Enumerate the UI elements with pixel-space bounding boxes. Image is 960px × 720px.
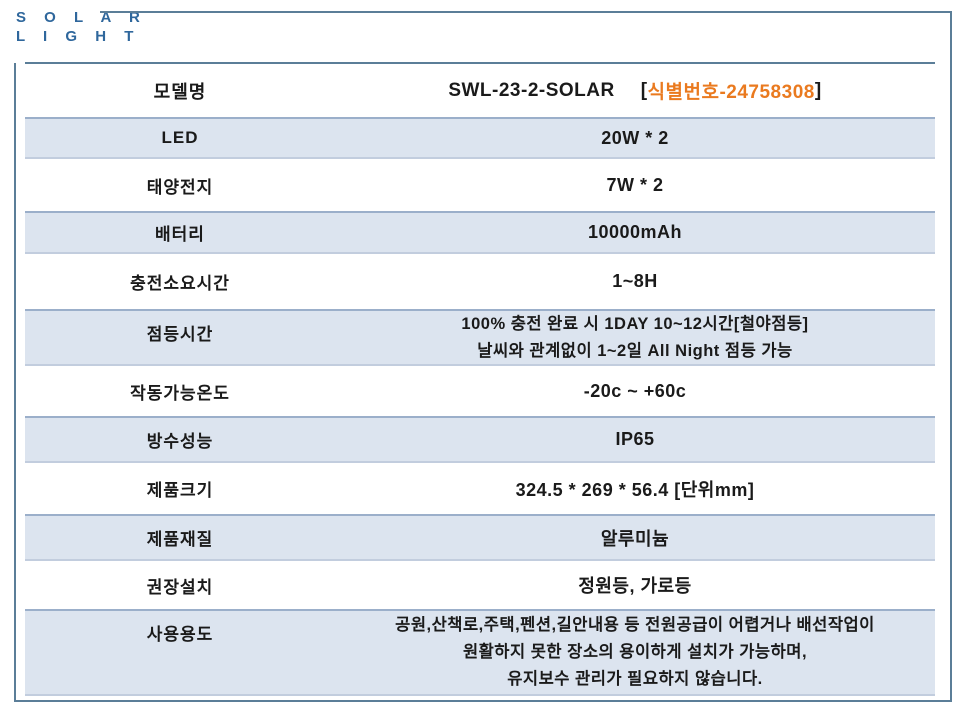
spec-label: 사용용도 — [146, 625, 214, 644]
frame-left-line — [14, 63, 16, 702]
logo-line-1: S O L A R — [16, 9, 147, 26]
spec-row-charge-time: 충전소요시간 1~8H — [25, 254, 935, 309]
logo-line-2: L I G H T — [16, 28, 141, 45]
spec-label-model: 모델명 — [153, 81, 207, 102]
spec-label: 제품크기 — [146, 481, 214, 500]
spec-row-operating-temp: 작동가능온도 -20c ~ +60c — [25, 366, 935, 416]
spec-value: 100% 충전 완료 시 1DAY 10~12시간[철야점등] 날씨와 관계없이… — [461, 314, 809, 360]
spec-value-model: SWL-23-2-SOLAR [식별번호-24758308] — [335, 64, 935, 117]
spec-label: 작동가능온도 — [130, 383, 230, 403]
id-number: 식별번호-24758308 — [647, 82, 815, 103]
spec-value: 324.5 * 269 * 56.4 [단위mm] — [515, 479, 755, 500]
spec-row-lighting-time: 점등시간 100% 충전 완료 시 1DAY 10~12시간[철야점등] 날씨와… — [25, 309, 935, 366]
solar-light-logo: S O L A R L I G H T — [16, 8, 147, 46]
spec-label: 태양전지 — [146, 177, 214, 197]
spec-row-battery: 배터리 10000mAh — [25, 211, 935, 254]
model-code: SWL-23-2-SOLAR — [448, 79, 615, 101]
spec-row-recommended-install: 권장설치 정원등, 가로등 — [25, 561, 935, 609]
spec-value: 1~8H — [612, 271, 658, 291]
spec-table: 모델명 SWL-23-2-SOLAR [식별번호-24758308] LED 20… — [25, 64, 935, 696]
spec-row-size: 제품크기 324.5 * 269 * 56.4 [단위mm] — [25, 463, 935, 514]
spec-value: 공원,산책로,주택,펜션,길안내용 등 전원공급이 어렵거나 배선작업이 원활하… — [395, 616, 875, 688]
spec-label: 권장설치 — [146, 577, 214, 597]
table-top-border — [25, 62, 935, 64]
spec-label: 제품재질 — [146, 530, 214, 549]
spec-row-waterproof: 방수성능 IP65 — [25, 416, 935, 463]
frame-right-line — [950, 11, 952, 702]
spec-value: 7W * 2 — [606, 174, 664, 195]
spec-row-solar-cell: 태양전지 7W * 2 — [25, 159, 935, 211]
spec-row-model: 모델명 SWL-23-2-SOLAR [식별번호-24758308] — [25, 64, 935, 117]
spec-value: 20W * 2 — [601, 127, 669, 148]
frame-top-line — [100, 11, 952, 13]
spec-label: 점등시간 — [146, 325, 214, 344]
frame-bottom-line — [14, 700, 952, 702]
id-bracket-open: [ — [640, 79, 648, 101]
spec-row-usage: 사용용도 공원,산책로,주택,펜션,길안내용 등 전원공급이 어렵거나 배선작업… — [25, 609, 935, 696]
spec-label: 배터리 — [155, 225, 205, 244]
spec-value: 정원등, 가로등 — [578, 576, 692, 596]
spec-label: LED — [161, 128, 199, 147]
id-bracket-close: ] — [814, 79, 822, 101]
spec-label: 방수성능 — [146, 432, 214, 451]
spec-row-material: 제품재질 알루미늄 — [25, 514, 935, 561]
spec-value: 알루미늄 — [600, 528, 670, 549]
spec-value: 10000mAh — [587, 222, 683, 242]
spec-row-led: LED 20W * 2 — [25, 117, 935, 159]
spec-label: 충전소요시간 — [130, 274, 230, 293]
spec-value: IP65 — [615, 429, 655, 449]
spec-value: -20c ~ +60c — [583, 380, 687, 401]
